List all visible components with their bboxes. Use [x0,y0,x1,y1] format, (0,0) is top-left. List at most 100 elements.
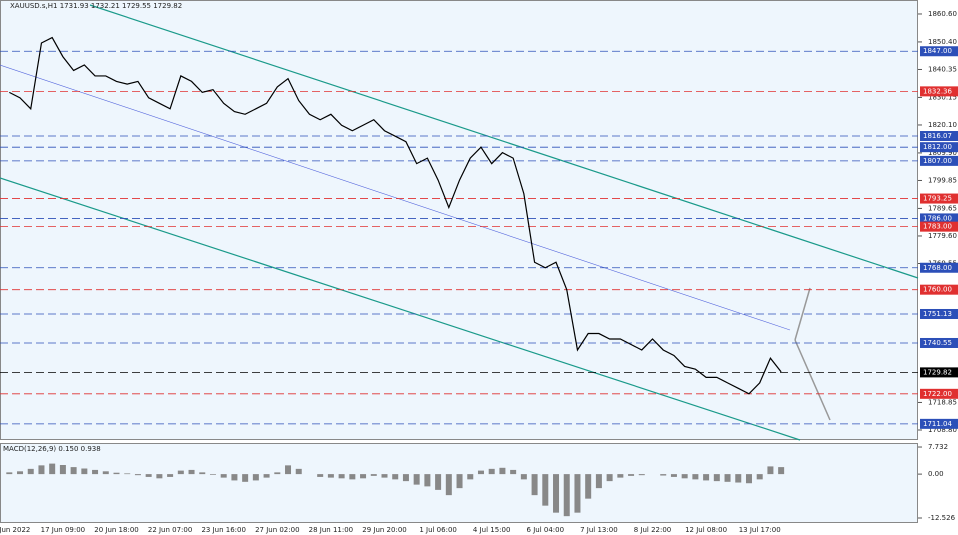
macd-bar [413,474,420,485]
macd-bar [113,472,120,475]
macd-bar [467,474,474,480]
macd-bar [231,474,238,481]
level-label: 1807.00 [923,157,952,165]
macd-bar [745,474,752,484]
macd-bar [92,469,99,475]
x-tick-label: 29 Jun 20:00 [362,526,406,534]
macd-bar [220,474,227,478]
arrow-up [794,287,811,341]
x-tick-label: 1 Jul 06:00 [419,526,457,534]
macd-bar [381,474,388,478]
macd-bar [660,474,667,476]
macd-bar [360,474,367,479]
macd-bar [499,467,506,475]
macd-bar [349,474,356,480]
macd-bar [735,474,742,483]
macd-bar [70,467,77,475]
macd-bar [510,469,517,475]
level-tag [920,213,958,224]
y-tick-label: 1860.60 [928,10,957,18]
level-tag [920,86,958,97]
y-tick-label: 1789.65 [928,204,957,212]
macd-bar [477,470,484,475]
macd-bar [392,474,399,480]
macd-bar [531,474,538,496]
x-tick-label: 8 Jul 22:00 [634,526,672,534]
macd-bar [252,474,259,481]
macd-bar [628,474,635,476]
macd-bar [574,474,581,513]
level-label: 1783.00 [923,223,952,231]
x-tick-label: 27 Jun 02:00 [255,526,299,534]
x-tick-label: 4 Jul 15:00 [473,526,511,534]
y-tick-label: 1809.90 [928,149,957,157]
y-tick-label: 1840.35 [928,65,957,73]
level-label: 1832.36 [923,87,952,95]
macd-bar [713,474,720,482]
header: XAUUSD.s,H1 1731.93 1732.21 1729.55 1729… [10,2,182,10]
level-tag [920,262,958,273]
y-tick-label: 1850.40 [928,38,957,46]
y-tick-label: 1779.60 [928,232,957,240]
level-tag [920,308,958,319]
y-tick-label: 1830.15 [928,93,957,101]
macd-bar [767,466,774,475]
x-tick-label: 15 Jun 2022 [0,526,30,534]
macd-bar [724,474,731,482]
macd-bar [124,473,131,475]
macd-bar [703,474,710,481]
macd-bar [209,474,216,475]
level-label: 1711.04 [923,420,952,428]
macd-tick-label: 0.00 [928,470,944,478]
macd-bar [242,474,249,482]
macd-bar [274,472,281,475]
macd-bar [585,474,592,499]
level-tag [920,193,958,204]
macd-bar [17,471,24,475]
macd-bar [638,474,645,476]
level-tag [920,46,958,57]
macd-bar [595,474,602,489]
macd-bar [27,468,34,475]
level-tag [920,284,958,295]
macd-bar [167,474,174,477]
macd-bar [327,474,334,478]
main-pane [0,0,918,440]
level-tag [920,142,958,153]
macd-bar [134,474,141,476]
macd-bar [177,470,184,475]
macd-bar [317,474,324,477]
x-tick-label: 22 Jun 07:00 [148,526,192,534]
level-label: 1729.82 [923,368,952,376]
macd-tick-label: 7.732 [928,443,948,451]
level-tag [920,221,958,232]
y-tick-label: 1799.85 [928,176,957,184]
level-tag [920,388,958,399]
x-tick-label: 28 Jun 11:00 [309,526,353,534]
level-label: 1786.00 [923,214,952,222]
macd-bar [145,474,152,477]
level-tag [920,418,958,429]
macd-bar [370,474,377,476]
arrow-down [794,339,831,421]
x-tick-label: 13 Jul 17:00 [739,526,781,534]
macd-bar [445,474,452,496]
macd-bar [778,467,785,475]
macd-bar [606,474,613,482]
level-tag [920,367,958,378]
macd-tick-label: -12.526 [928,514,956,522]
macd-bar [488,468,495,475]
y-tick-label: 1718.85 [928,398,957,406]
level-tag [920,155,958,166]
macd-bar [424,474,431,487]
macd-bar [49,463,56,475]
macd-bar [59,465,66,475]
macd-bar [681,474,688,479]
x-tick-label: 20 Jun 18:00 [94,526,138,534]
macd-bar [542,474,549,506]
macd-bar [285,465,292,475]
level-label: 1847.00 [923,47,952,55]
channel-upper [89,4,919,279]
level-label: 1760.00 [923,286,952,294]
